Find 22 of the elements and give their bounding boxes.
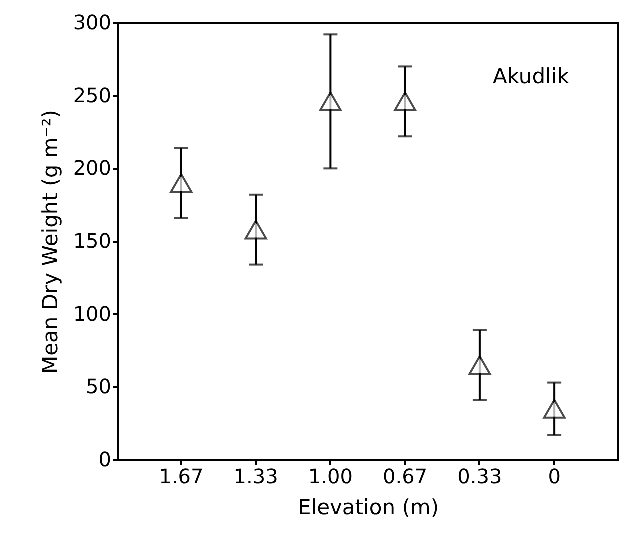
x-tick-label: 0 xyxy=(548,464,561,488)
x-tick-label: 1.33 xyxy=(234,464,278,488)
y-tick-label: 100 xyxy=(73,302,112,326)
point xyxy=(543,399,566,419)
x-tick-label: 0.33 xyxy=(458,464,502,488)
point xyxy=(394,92,417,112)
x-tick-label: 1.67 xyxy=(159,464,204,488)
annotation: Akudlik xyxy=(493,64,570,89)
x-tick-label: 0.67 xyxy=(383,464,428,488)
x-axis-title: Elevation (m) xyxy=(298,496,440,520)
point xyxy=(468,355,492,376)
point xyxy=(319,92,342,112)
point xyxy=(244,220,268,240)
y-tick-label: 200 xyxy=(73,156,112,180)
y-tick-label: 0 xyxy=(98,448,112,472)
y-tick-label: 300 xyxy=(73,10,112,34)
y-tick-label: 50 xyxy=(86,374,112,399)
y-tick-label: 250 xyxy=(73,83,112,108)
y-tick-label: 150 xyxy=(73,229,112,253)
x-tick-label: 1.00 xyxy=(308,464,353,488)
point xyxy=(170,173,193,194)
y-axis-title: Mean Dry Weight (g m⁻²) xyxy=(38,110,62,374)
